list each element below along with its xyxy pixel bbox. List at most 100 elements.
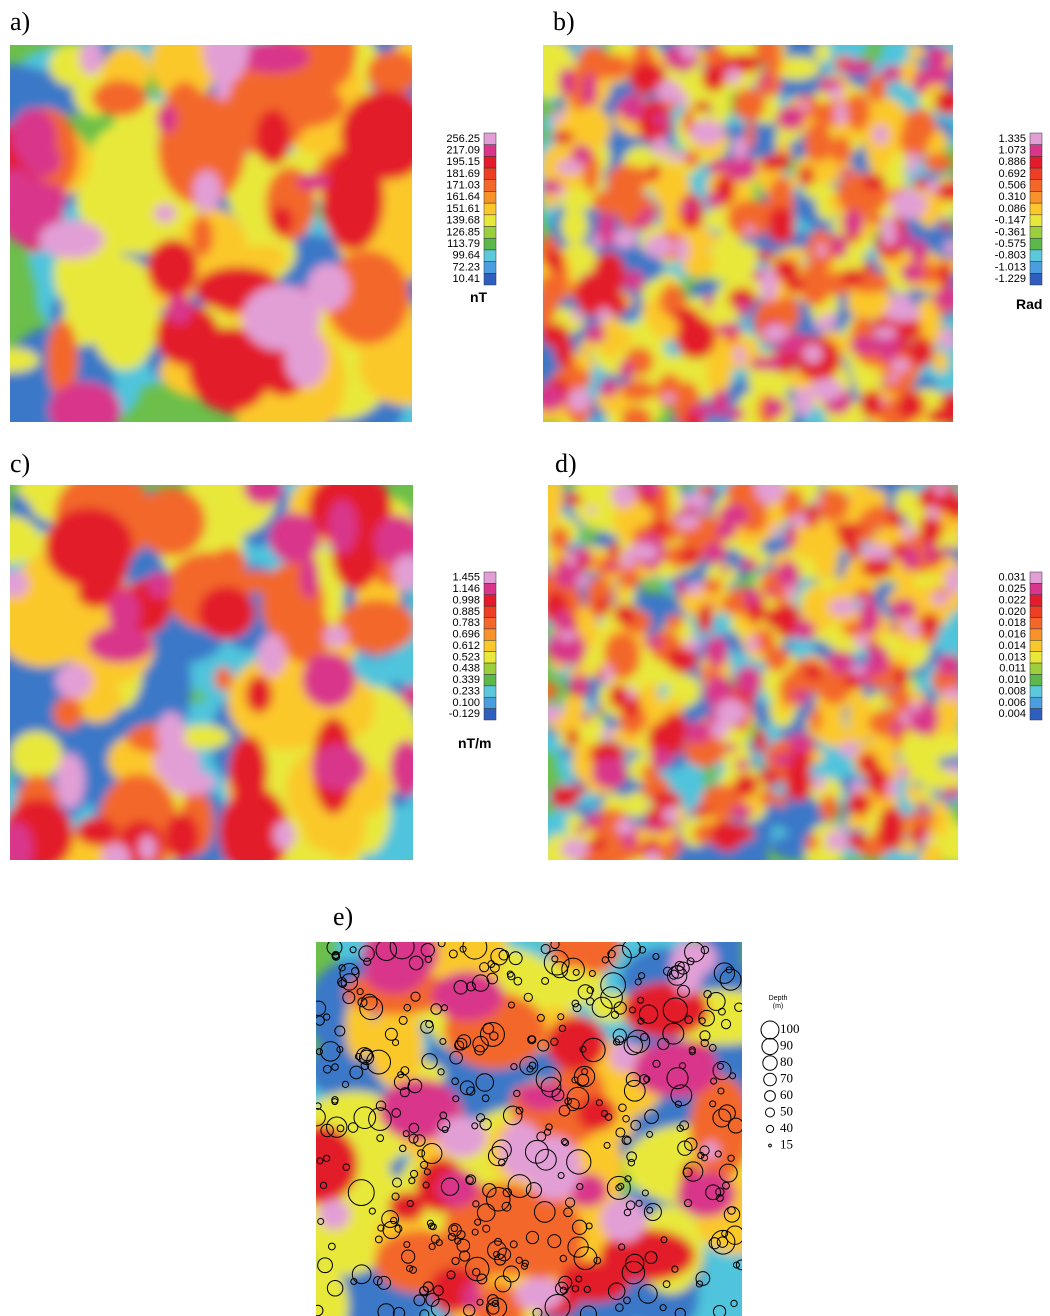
colorbar-tick-label: 0.523: [452, 651, 480, 663]
map-blob: [608, 543, 621, 559]
colorbar-tick-label: 0.008: [998, 685, 1026, 697]
map-blob: [644, 636, 663, 648]
map-blob: [928, 505, 939, 520]
colorbar-tick-label: 0.020: [998, 606, 1026, 618]
map-blob: [751, 357, 771, 371]
map-blob: [676, 316, 716, 359]
map-blob: [698, 604, 713, 634]
map-blob: [866, 215, 882, 223]
depth-value: 15: [780, 1136, 793, 1151]
map-blob: [940, 392, 966, 420]
map-blob: [545, 249, 564, 271]
map-blob: [852, 364, 871, 384]
map-blob: [776, 106, 805, 131]
map-field: [525, 463, 986, 885]
map-blob: [910, 701, 922, 712]
map-field: [0, 431, 452, 908]
map-blob: [198, 586, 255, 639]
colorbar-tick-label: 0.031: [998, 572, 1026, 584]
panel-label: d): [555, 449, 577, 478]
map-blob: [709, 602, 715, 608]
map-blob: [848, 694, 873, 743]
map-blob: [908, 44, 925, 60]
colorbar-tick-label: 161.64: [446, 191, 480, 203]
map-blob: [934, 89, 962, 114]
map-blob: [786, 584, 794, 602]
panel-label: b): [553, 7, 575, 36]
map-blob: [193, 170, 221, 211]
map-blob: [48, 185, 66, 210]
map-blob: [0, 822, 33, 872]
colorbar-tick-label: 0.018: [998, 617, 1026, 629]
map-blob: [671, 836, 685, 845]
map-blob: [572, 673, 587, 693]
map-blob: [945, 567, 963, 595]
map-blob: [619, 567, 640, 590]
map-blob: [644, 235, 672, 258]
map-blob: [685, 721, 711, 743]
colorbar-cell: [484, 572, 496, 583]
colorbar-tick-label: -0.147: [995, 215, 1026, 227]
depth-symbol: [764, 1073, 777, 1086]
map-blob: [720, 566, 730, 574]
colorbar-tick-label: 0.022: [998, 594, 1026, 606]
map-blob: [842, 210, 865, 236]
colorbar-tick-label: 0.025: [998, 583, 1026, 595]
depth-value: 40: [780, 1120, 793, 1135]
map-blob: [763, 323, 787, 341]
colorbar-cell: [1030, 640, 1042, 651]
colorbar-tick-label: 195.15: [446, 156, 480, 168]
map-blob: [764, 646, 790, 671]
map-blob: [538, 275, 558, 322]
map: [0, 431, 452, 908]
map-blob: [704, 292, 712, 310]
colorbar-tick-label: 72.23: [452, 261, 480, 273]
map-blob: [733, 136, 748, 159]
map-blob: [702, 65, 725, 92]
map-blob: [625, 270, 644, 292]
colorbar-tick-label: 151.61: [446, 203, 480, 215]
map-blob: [878, 806, 906, 850]
map-blob: [566, 729, 579, 746]
map-blob: [846, 833, 867, 848]
map-blob: [895, 666, 908, 690]
colorbar-tick-label: 0.004: [998, 708, 1026, 720]
map-blob: [943, 241, 958, 254]
map-blob: [340, 90, 432, 180]
map-blob: [645, 850, 661, 866]
map-blob: [614, 604, 637, 624]
map-blob: [829, 599, 857, 616]
map-blob: [828, 86, 844, 99]
map-blob: [926, 180, 939, 194]
map-blob: [886, 375, 900, 383]
map-blob: [679, 201, 695, 216]
map-blob: [923, 153, 954, 171]
map-blob: [805, 664, 823, 680]
map-blob: [839, 742, 859, 757]
map-blob: [902, 524, 914, 539]
map-blob: [323, 626, 348, 647]
map-blob: [711, 389, 729, 417]
map-field: [511, 20, 978, 445]
map-blob: [756, 251, 774, 261]
map: [511, 20, 978, 445]
map-blob: [538, 704, 561, 723]
colorbar-tick-label: 0.006: [998, 697, 1026, 709]
colorbar-tick-label: 139.68: [446, 215, 480, 227]
map-blob: [311, 744, 366, 791]
map-blob: [297, 173, 330, 190]
map-blob: [683, 639, 702, 651]
map-blob: [165, 813, 199, 860]
map-blob: [699, 496, 706, 511]
map-blob: [881, 398, 888, 405]
map-blob: [318, 1199, 350, 1229]
map-blob: [723, 743, 738, 752]
map-blob: [882, 690, 912, 703]
map-blob: [650, 521, 671, 535]
map-blob: [938, 260, 951, 290]
map-blob: [854, 634, 869, 648]
map-blob: [327, 499, 357, 554]
map-blob: [793, 620, 816, 640]
map-blob: [897, 570, 915, 593]
map-blob: [631, 219, 653, 230]
